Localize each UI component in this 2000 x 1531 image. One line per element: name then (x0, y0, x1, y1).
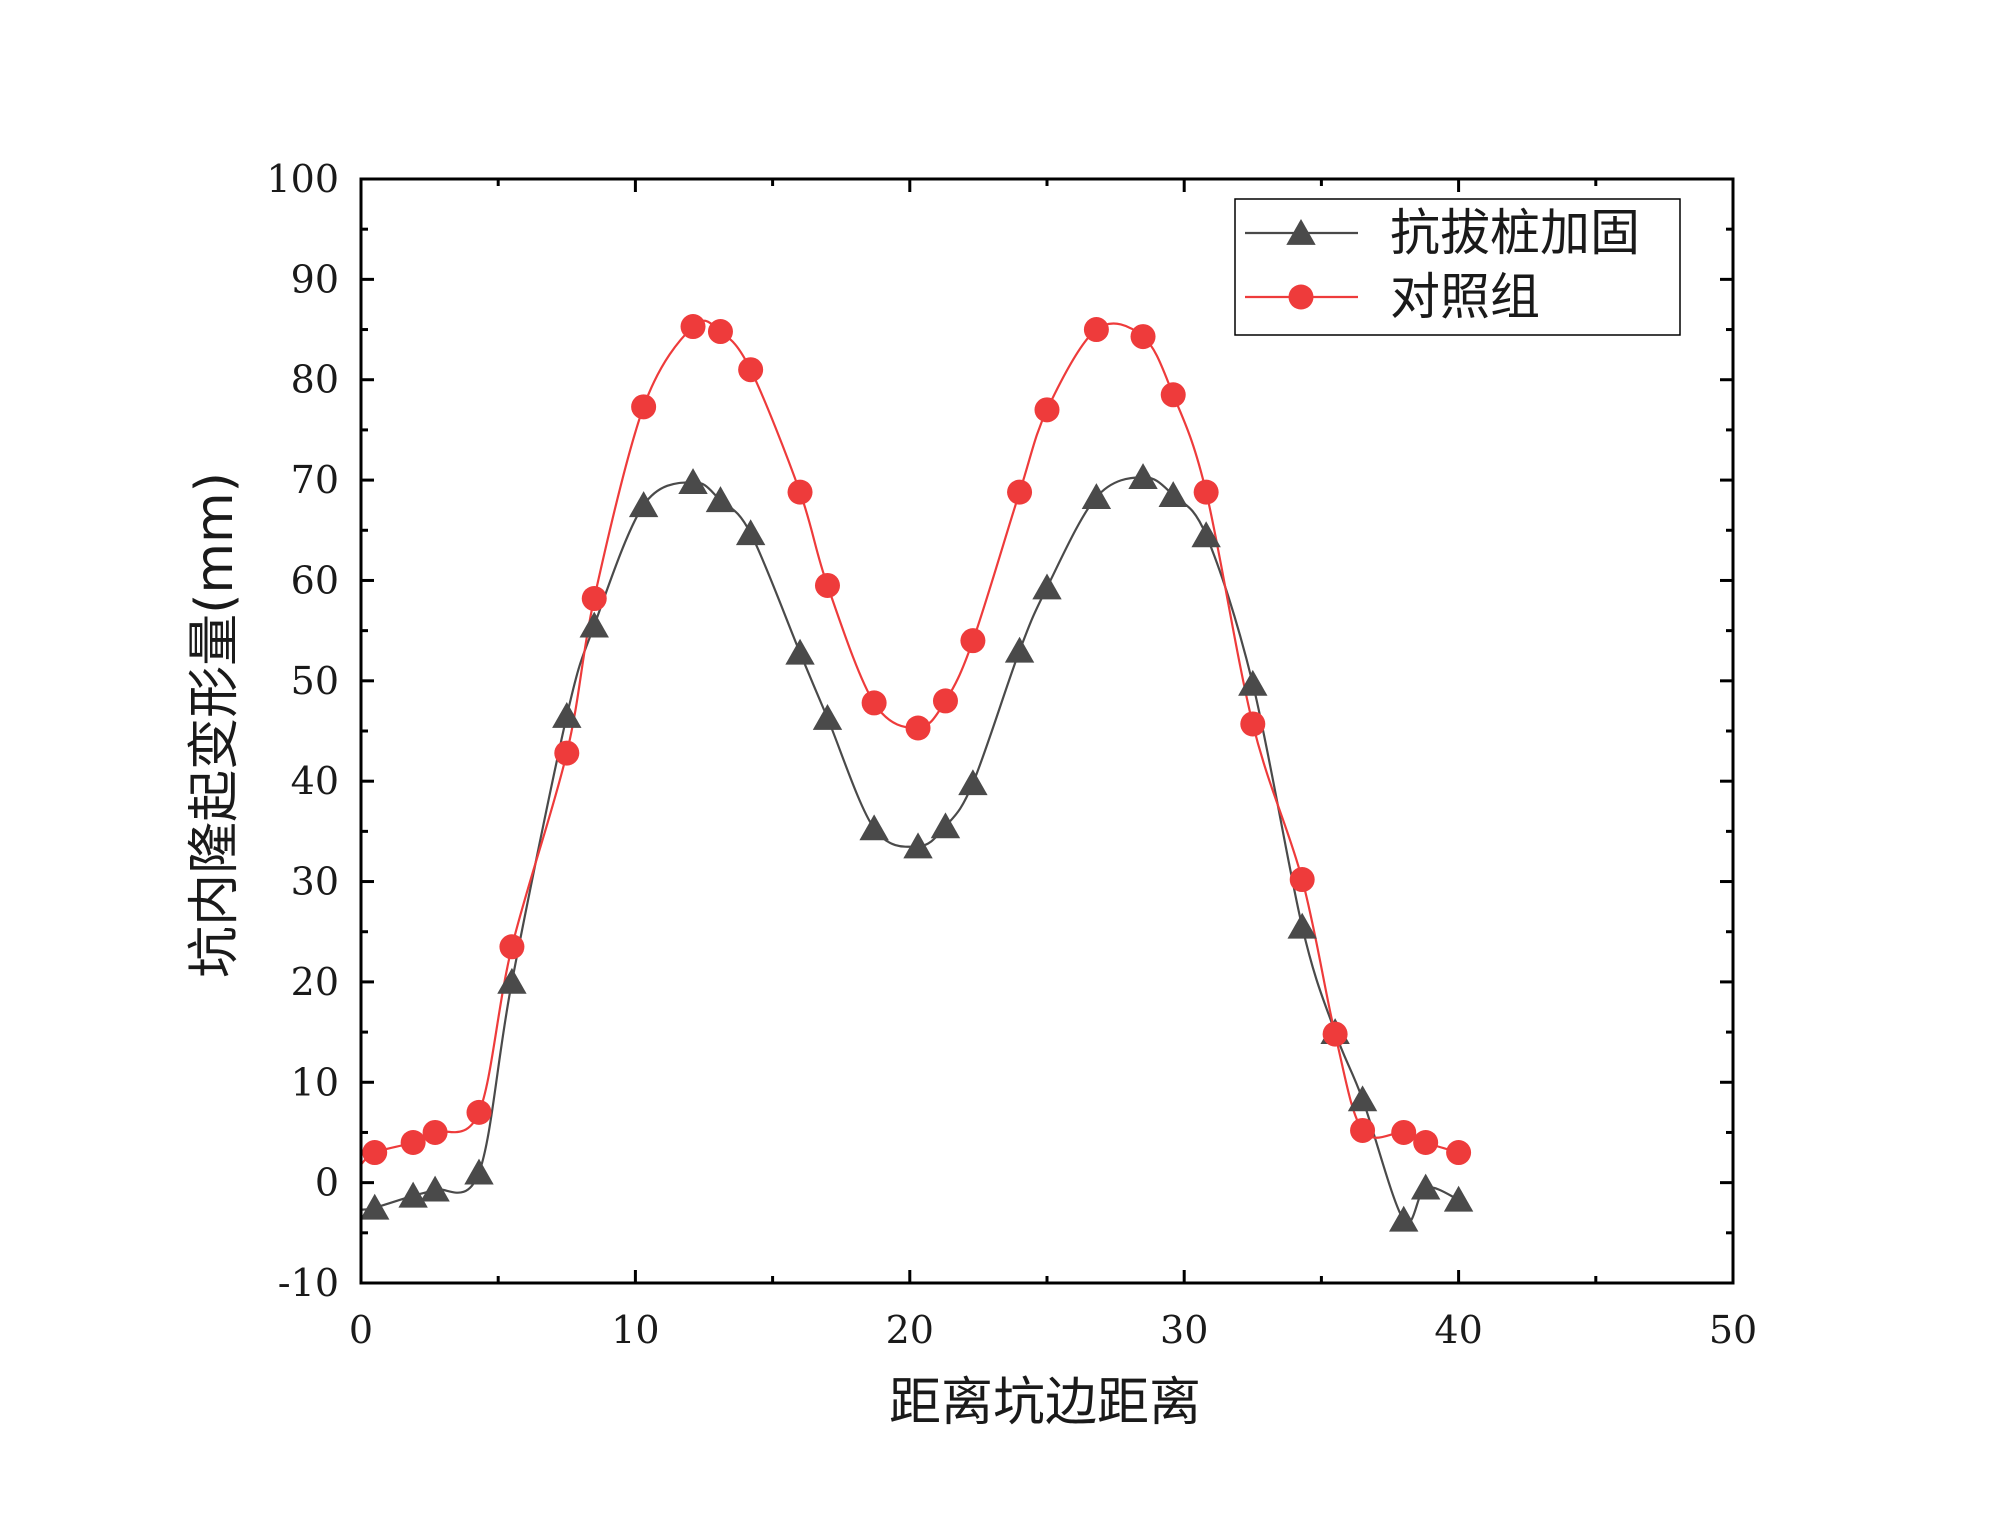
data-point-series-2 (422, 1119, 448, 1145)
x-tick-label: 50 (1709, 1308, 1757, 1352)
data-point-series-1 (930, 812, 961, 839)
x-tick-label: 30 (1160, 1308, 1208, 1352)
data-point-series-2 (707, 319, 733, 345)
data-point-series-2 (1413, 1129, 1439, 1155)
data-point-series-2 (1160, 382, 1186, 408)
legend-label-2: 对照组 (1390, 268, 1540, 326)
y-tick-label: 50 (291, 659, 339, 703)
y-axis-title: 坑内隆起变形量(mm) (185, 472, 245, 978)
data-point-series-1 (1443, 1185, 1474, 1212)
data-point-series-2 (814, 572, 840, 598)
data-point-series-1 (1128, 463, 1158, 489)
plot-frame (359, 177, 1735, 1285)
data-point-series-1 (812, 703, 843, 730)
data-point-series-1 (579, 611, 609, 638)
series-curves (360, 319, 1460, 1224)
data-point-series-2 (1391, 1119, 1417, 1145)
data-point-series-1 (1081, 483, 1112, 510)
data-point-series-1 (785, 638, 815, 665)
data-point-series-1 (1158, 481, 1188, 508)
data-point-series-2 (960, 628, 986, 654)
y-tick-label: 0 (315, 1161, 339, 1205)
data-point-series-2 (1193, 479, 1219, 505)
y-tick-label: 80 (291, 358, 339, 402)
data-point-series-1 (1389, 1205, 1419, 1232)
data-point-series-2 (1350, 1117, 1376, 1143)
series-line-2 (360, 319, 1459, 1166)
data-point-series-1 (628, 491, 659, 518)
y-tick-label: 10 (291, 1060, 339, 1104)
y-tick-label: 70 (291, 458, 339, 502)
y-tick-label: 90 (291, 257, 339, 301)
data-point-series-1 (1410, 1173, 1441, 1200)
legend-marker-2 (1288, 284, 1314, 310)
data-point-series-1 (1004, 636, 1035, 663)
legend-marker-1 (1286, 219, 1316, 245)
legend-label-1: 抗拔桩加固 (1390, 204, 1640, 262)
data-point-series-1 (958, 769, 988, 796)
data-point-series-1 (360, 1193, 390, 1220)
data-point-series-1 (859, 814, 889, 841)
data-point-series-1 (497, 967, 527, 994)
data-point-series-2 (1007, 479, 1033, 505)
data-point-series-2 (1083, 317, 1109, 343)
data-point-series-2 (1130, 324, 1156, 350)
data-point-series-2 (787, 479, 813, 505)
data-point-series-2 (861, 690, 887, 716)
data-point-series-2 (362, 1140, 388, 1166)
y-tick-label: 30 (291, 860, 339, 904)
data-point-series-2 (631, 394, 657, 420)
legend-box (1234, 198, 1681, 336)
data-point-series-2 (1289, 867, 1315, 893)
x-tick-label: 20 (886, 1308, 934, 1352)
data-point-series-2 (554, 740, 580, 766)
series-markers (360, 314, 1474, 1232)
data-point-series-2 (932, 688, 958, 714)
y-tick-label: 60 (291, 558, 339, 602)
data-point-series-2 (905, 715, 931, 741)
data-point-series-1 (678, 468, 708, 494)
data-point-series-1 (1191, 521, 1221, 548)
data-point-series-2 (1446, 1140, 1472, 1166)
data-point-series-2 (738, 357, 764, 383)
data-point-series-1 (1347, 1085, 1378, 1112)
y-tick-label: 100 (266, 157, 339, 201)
data-point-series-2 (1034, 397, 1060, 423)
data-point-series-2 (499, 934, 525, 960)
data-point-series-1 (705, 486, 736, 513)
data-point-series-1 (1287, 912, 1317, 939)
data-point-series-2 (1322, 1021, 1348, 1047)
data-point-series-2 (1240, 711, 1266, 737)
data-point-series-2 (680, 314, 706, 340)
data-point-series-1 (735, 519, 766, 546)
data-point-series-1 (552, 701, 582, 728)
data-point-series-2 (466, 1099, 492, 1125)
data-point-series-1 (398, 1181, 428, 1208)
data-point-series-2 (400, 1129, 426, 1155)
data-point-series-1 (420, 1175, 450, 1202)
data-point-series-1 (464, 1158, 494, 1185)
y-tick-label: -10 (278, 1261, 339, 1305)
data-point-series-1 (903, 832, 933, 859)
data-point-series-1 (1238, 669, 1268, 696)
x-tick-label: 40 (1434, 1308, 1482, 1352)
data-point-series-2 (581, 586, 607, 612)
x-tick-label: 0 (349, 1308, 373, 1352)
x-tick-label: 10 (611, 1308, 659, 1352)
y-tick-label: 40 (291, 759, 339, 803)
x-axis-title: 距离坑边距离 (889, 1373, 1201, 1433)
y-tick-label: 20 (291, 960, 339, 1004)
data-point-series-1 (1032, 573, 1062, 600)
